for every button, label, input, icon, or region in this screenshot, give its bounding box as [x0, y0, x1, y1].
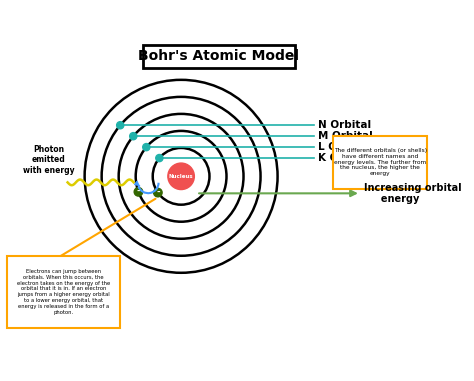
Text: L Orbital: L Orbital [318, 142, 369, 152]
Text: N Orbital: N Orbital [318, 120, 371, 130]
Circle shape [130, 133, 137, 140]
FancyBboxPatch shape [143, 45, 295, 67]
Text: Electrons can jump between
orbitals. When this occurs, the
electron takes on the: Electrons can jump between orbitals. Whe… [17, 269, 110, 314]
Circle shape [154, 188, 162, 197]
Text: Increasing orbital
     energy: Increasing orbital energy [364, 182, 461, 204]
Text: M Orbital: M Orbital [318, 131, 373, 141]
Text: The different orbitals (or shells)
have different names and
energy levels. The f: The different orbitals (or shells) have … [334, 148, 427, 176]
Text: -: - [156, 188, 160, 197]
Text: K Orbital: K Orbital [318, 153, 371, 163]
Circle shape [168, 163, 194, 190]
Text: Photon
emitted
with energy: Photon emitted with energy [23, 145, 74, 175]
Circle shape [156, 154, 163, 162]
Text: Nucleus: Nucleus [169, 174, 193, 179]
Text: -: - [137, 187, 140, 196]
Circle shape [143, 144, 150, 151]
FancyBboxPatch shape [333, 136, 427, 189]
Circle shape [134, 187, 143, 196]
Circle shape [117, 122, 124, 129]
Text: Bohr's Atomic Model: Bohr's Atomic Model [138, 49, 300, 63]
FancyBboxPatch shape [7, 256, 119, 328]
